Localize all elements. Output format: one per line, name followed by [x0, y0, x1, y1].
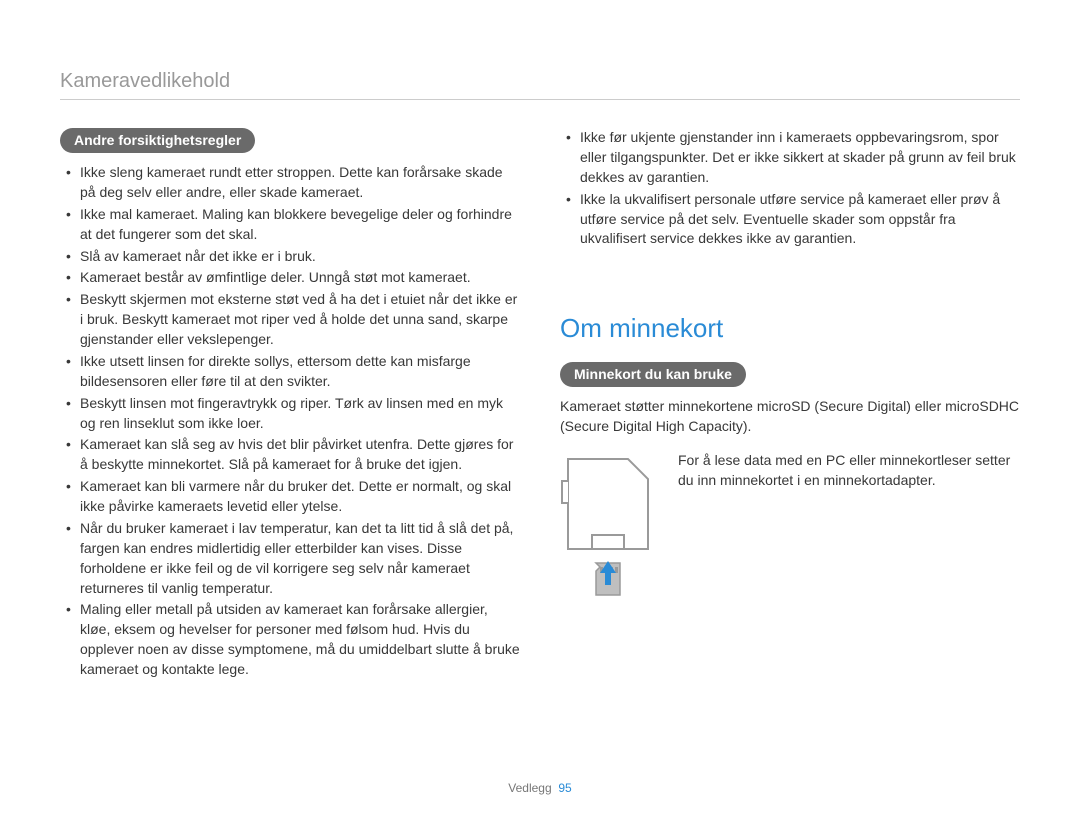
- footer-label: Vedlegg: [508, 781, 551, 795]
- list-item: Maling eller metall på utsiden av kamera…: [60, 600, 520, 680]
- sd-adapter-illustration: [560, 451, 656, 606]
- list-item: Ikke utsett linsen for direkte sollys, e…: [60, 352, 520, 392]
- pill-other-precautions: Andre forsiktighetsregler: [60, 128, 255, 153]
- page-content: Kameravedlikehold Andre forsiktighetsreg…: [0, 0, 1080, 722]
- left-column: Andre forsiktighetsregler Ikke sleng kam…: [60, 128, 520, 682]
- list-item: Ikke før ukjente gjenstander inn i kamer…: [560, 128, 1020, 188]
- memory-card-description: Kameraet støtter minnekortene microSD (S…: [560, 397, 1020, 437]
- two-column-layout: Andre forsiktighetsregler Ikke sleng kam…: [60, 128, 1020, 682]
- page-title: Kameravedlikehold: [60, 70, 1020, 93]
- precautions-list: Ikke sleng kameraet rundt etter stroppen…: [60, 163, 520, 680]
- list-item: Ikke mal kameraet. Maling kan blokkere b…: [60, 205, 520, 245]
- pill-usable-cards: Minnekort du kan bruke: [560, 362, 746, 387]
- list-item: Beskytt linsen mot fingeravtrykk og ripe…: [60, 394, 520, 434]
- list-item: Slå av kameraet når det ikke er i bruk.: [60, 247, 520, 267]
- list-item: Kameraet består av ømfintlige deler. Unn…: [60, 268, 520, 288]
- right-column: Ikke før ukjente gjenstander inn i kamer…: [560, 128, 1020, 682]
- sd-adapter-icon: [560, 451, 656, 601]
- list-item: Når du bruker kameraet i lav temperatur,…: [60, 519, 520, 599]
- precautions-list-continued: Ikke før ukjente gjenstander inn i kamer…: [560, 128, 1020, 249]
- list-item: Beskytt skjermen mot eksterne støt ved å…: [60, 290, 520, 350]
- section-heading-memory-cards: Om minnekort: [560, 313, 1020, 344]
- list-item: Kameraet kan slå seg av hvis det blir på…: [60, 435, 520, 475]
- list-item: Ikke la ukvalifisert personale utføre se…: [560, 190, 1020, 250]
- page-number: 95: [558, 781, 571, 795]
- list-item: Ikke sleng kameraet rundt etter stroppen…: [60, 163, 520, 203]
- title-rule: [60, 99, 1020, 100]
- adapter-figure-caption: For å lese data med en PC eller minnekor…: [678, 451, 1020, 491]
- adapter-figure-row: For å lese data med en PC eller minnekor…: [560, 451, 1020, 606]
- page-footer: Vedlegg 95: [0, 781, 1080, 795]
- list-item: Kameraet kan bli varmere når du bruker d…: [60, 477, 520, 517]
